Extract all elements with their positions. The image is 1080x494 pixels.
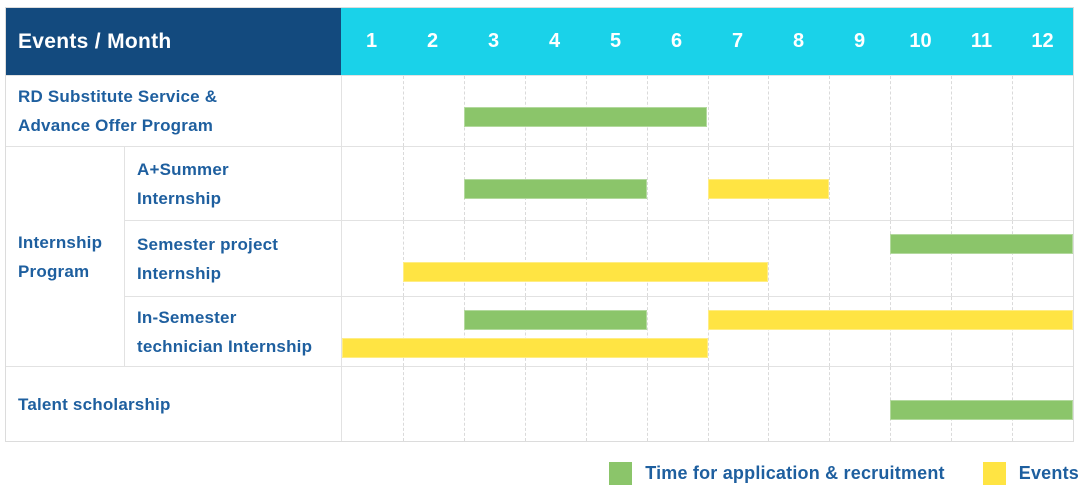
month-gridline <box>768 367 770 441</box>
timeline-row-in-semester-technician-internship <box>341 296 1073 366</box>
label-line: In-Semester <box>137 307 237 327</box>
month-gridline <box>585 297 587 366</box>
label-line: RD Substitute Service & <box>18 87 218 106</box>
month-gridline <box>1012 297 1014 366</box>
month-header-row: 1 2 3 4 5 6 7 8 9 10 11 12 <box>341 8 1073 75</box>
legend: Time for application & recruitment Event… <box>5 462 1079 485</box>
month-gridline <box>951 76 953 146</box>
month-gridline <box>890 221 892 296</box>
event-bar-m7-m8 <box>707 179 830 200</box>
month-gridline <box>707 76 709 146</box>
row-label-a-summer-internship: A+Summer Internship <box>125 146 341 220</box>
label-line: Internship <box>137 188 222 208</box>
month-gridline <box>463 297 465 366</box>
month-gridline <box>585 221 587 296</box>
month-gridline <box>829 76 831 146</box>
label-line: Semester project <box>137 234 279 254</box>
month-gridline <box>585 367 587 441</box>
application-bar-m10-m12 <box>890 234 1073 254</box>
month-gridline <box>707 367 709 441</box>
month-gridline <box>707 297 709 366</box>
legend-swatch-application <box>609 462 633 485</box>
month-gridline <box>1012 147 1014 220</box>
legend-label-application: Time for application & recruitment <box>645 463 945 483</box>
month-gridline <box>402 147 404 220</box>
application-bar-m3-m5 <box>463 179 647 200</box>
label-line: A+Summer <box>137 159 229 179</box>
month-gridline <box>768 297 770 366</box>
month-header-8: 8 <box>792 30 805 52</box>
month-header-4: 4 <box>548 30 561 52</box>
label-line: Advance Offer Program <box>18 116 214 135</box>
application-bar-m10-m12 <box>890 399 1073 420</box>
month-gridline <box>1012 221 1014 296</box>
month-gridline <box>951 147 953 220</box>
month-gridline <box>951 297 953 366</box>
month-header-2: 2 <box>426 30 439 52</box>
month-header-5: 5 <box>609 30 622 52</box>
month-gridline <box>646 147 648 220</box>
month-gridline <box>707 221 709 296</box>
row-label-semester-project-internship: Semester project Internship <box>125 220 341 296</box>
month-gridline <box>829 367 831 441</box>
month-gridline <box>524 221 526 296</box>
month-gridline <box>890 147 892 220</box>
month-header-1: 1 <box>365 30 378 52</box>
month-header-6: 6 <box>670 30 683 52</box>
month-gridline <box>402 297 404 366</box>
month-header-11: 11 <box>970 30 993 52</box>
month-gridline <box>402 367 404 441</box>
month-gridline <box>951 221 953 296</box>
application-bar-m3-m5 <box>463 310 647 330</box>
month-gridline <box>646 367 648 441</box>
month-gridline <box>829 297 831 366</box>
month-gridline <box>524 297 526 366</box>
event-bar-m2-m7 <box>402 262 769 282</box>
legend-swatch-events <box>982 462 1006 485</box>
month-gridline <box>829 147 831 220</box>
row-label-rd-substitute-service-advance-offer-program: RD Substitute Service & Advance Offer Pro… <box>6 75 341 146</box>
table-header-title: Events / Month <box>6 8 341 75</box>
month-gridline <box>1012 76 1014 146</box>
month-gridline <box>646 221 648 296</box>
month-gridline <box>646 297 648 366</box>
label-line: Internship <box>18 232 103 252</box>
month-gridline <box>463 367 465 441</box>
month-gridline <box>890 297 892 366</box>
month-header-7: 7 <box>731 30 744 52</box>
month-gridline <box>402 221 404 296</box>
row-label-in-semester-technician-internship: In-Semester technician Internship <box>125 296 341 366</box>
label-line: technician Internship <box>137 336 313 356</box>
month-gridline <box>768 221 770 296</box>
timeline-row-semester-project-internship <box>341 220 1073 296</box>
month-header-12: 12 <box>1031 30 1054 52</box>
timeline-row-rd-substitute-service-advance-offer-program <box>341 75 1073 146</box>
label-line: Program <box>18 261 90 281</box>
label-line: Internship <box>137 263 222 283</box>
month-gridline <box>890 76 892 146</box>
event-bar-m1-m6 <box>342 338 708 358</box>
month-header-3: 3 <box>487 30 500 52</box>
month-gridline <box>768 76 770 146</box>
legend-label-events: Events <box>1018 463 1079 483</box>
month-gridline <box>829 221 831 296</box>
timeline-row-talent-scholarship <box>341 366 1073 441</box>
month-gridline <box>463 221 465 296</box>
month-header-9: 9 <box>853 30 866 52</box>
month-gridline <box>402 76 404 146</box>
timeline-row-a-summer-internship <box>341 146 1073 220</box>
month-gridline <box>524 367 526 441</box>
row-label-internship-program: Internship Program <box>6 146 125 366</box>
month-header-10: 10 <box>909 30 932 52</box>
label-line: Talent scholarship <box>18 394 171 414</box>
events-month-table: Events / Month 1 2 3 4 5 6 7 8 9 10 11 12 RD Substi… <box>5 7 1074 442</box>
gantt-chart: Events / Month 1 2 3 4 5 6 7 8 9 10 11 12 RD Substi… <box>5 7 1079 485</box>
row-label-talent-scholarship: Talent scholarship <box>6 366 341 441</box>
application-bar-m3-m6 <box>463 106 708 127</box>
event-bar-m7-m12 <box>707 310 1073 330</box>
